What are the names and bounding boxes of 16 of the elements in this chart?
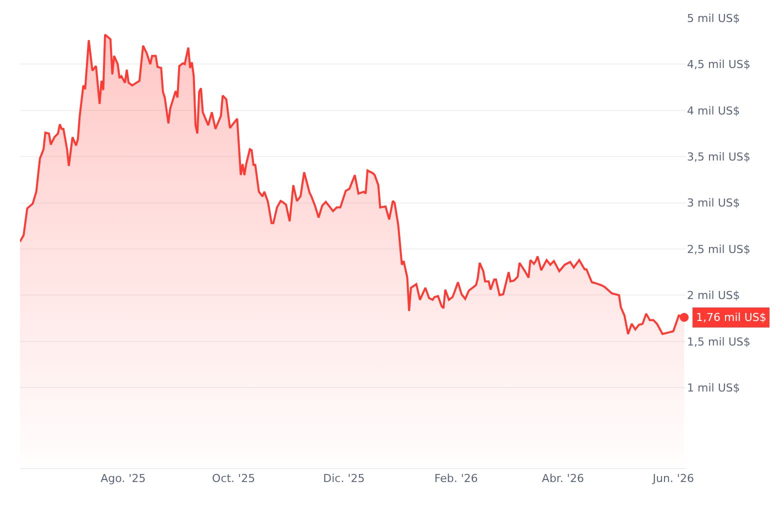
- x-tick-label: Oct. '25: [212, 472, 256, 486]
- y-tick-label: 2,5 mil US$: [687, 242, 750, 256]
- y-tick-label: 1 mil US$: [687, 381, 740, 394]
- y-tick-label: 2 mil US$: [687, 289, 740, 302]
- y-tick-label: 3 mil US$: [687, 196, 740, 210]
- x-tick-label: Dic. '25: [323, 472, 365, 486]
- y-tick-label: 3,5 mil US$: [687, 150, 750, 164]
- y-tick-label: 4 mil US$: [687, 104, 740, 118]
- x-tick-label: Jun. '26: [652, 472, 694, 486]
- y-tick-label: 4,5 mil US$: [687, 58, 750, 72]
- y-tick-label: 5 mil US$: [687, 12, 740, 25]
- x-tick-label: Ago. '25: [100, 472, 146, 486]
- x-tick-label: Abr. '26: [542, 472, 584, 486]
- x-tick-label: Feb. '26: [434, 472, 478, 486]
- annotation: 1,76 mil US$: [696, 311, 766, 324]
- y-tick-label: 1,5 mil US$: [687, 335, 750, 348]
